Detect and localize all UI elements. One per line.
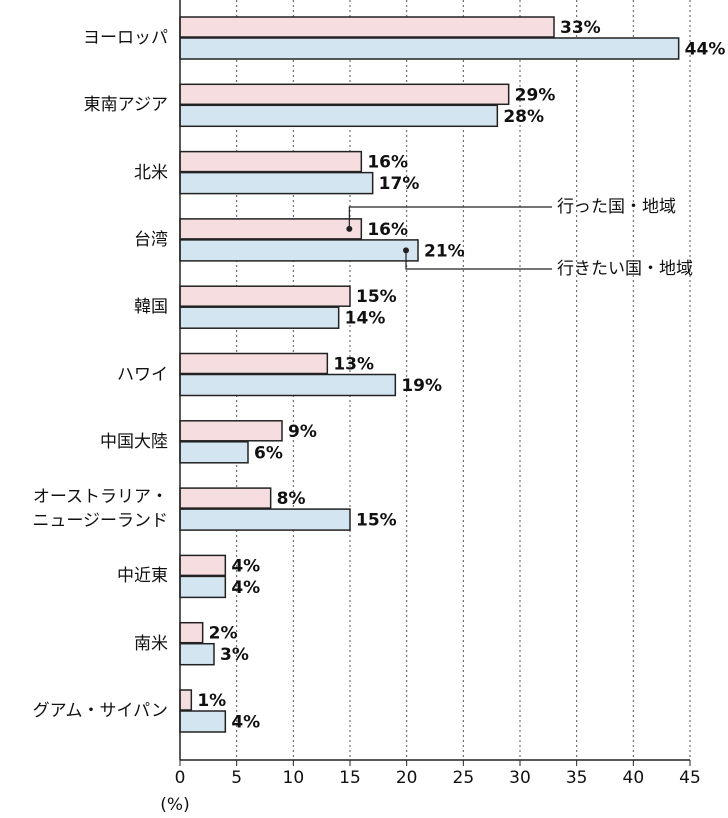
bar — [179, 352, 329, 375]
x-tick-label: 15 — [339, 768, 361, 788]
x-tick-label: 35 — [566, 768, 588, 788]
category-label: 北米 — [134, 162, 168, 183]
value-label: 33% — [560, 18, 601, 38]
x-tick-label: 0 — [175, 768, 186, 788]
bar — [179, 16, 555, 38]
bar — [179, 104, 499, 128]
bar — [179, 441, 249, 464]
legend-label: 行った国・地域 — [557, 197, 676, 217]
x-tick-label: 20 — [396, 768, 418, 788]
value-label: 9% — [288, 422, 317, 442]
value-label: 14% — [345, 309, 386, 329]
x-tick-label: 5 — [231, 768, 242, 788]
value-label: 15% — [356, 287, 397, 307]
x-tick-label: 45 — [679, 768, 701, 788]
bar — [179, 171, 374, 195]
category-label: 台湾 — [134, 229, 168, 250]
legend-label: 行きたい国・地域 — [557, 259, 693, 279]
bar — [179, 642, 215, 666]
value-label: 1% — [197, 691, 226, 711]
x-axis-label: (%) — [160, 795, 189, 815]
value-label: 15% — [356, 511, 397, 531]
category-label: ハワイ — [117, 364, 168, 385]
value-label: 19% — [401, 376, 442, 396]
value-label: 17% — [379, 174, 420, 194]
value-label: 28% — [503, 107, 544, 127]
bar — [179, 150, 363, 173]
bar — [179, 710, 227, 733]
bar — [179, 218, 363, 240]
value-label: 44% — [685, 40, 726, 60]
bar — [179, 239, 419, 262]
value-label: 4% — [231, 556, 260, 576]
bar — [179, 420, 283, 442]
bar — [179, 621, 204, 644]
bar — [179, 37, 680, 60]
callout-line — [405, 250, 552, 270]
value-label: 16% — [367, 220, 408, 240]
value-label: 13% — [333, 355, 374, 375]
category-label: グアム・サイパン — [32, 701, 168, 721]
category-label: 東南アジア — [83, 95, 168, 116]
category-label: 中近東 — [117, 566, 168, 587]
category-label: 韓国 — [134, 297, 168, 318]
value-label: 4% — [231, 713, 260, 733]
bar — [179, 554, 227, 577]
bar — [179, 487, 272, 509]
value-label: 6% — [254, 443, 283, 463]
x-tick-label: 10 — [283, 768, 305, 788]
value-label: 21% — [424, 241, 465, 261]
category-label: オーストラリア・ ニュージーランド — [32, 487, 168, 532]
callout-line — [348, 206, 552, 229]
x-tick-label: 30 — [509, 768, 531, 788]
x-tick-label: 25 — [453, 768, 475, 788]
value-label: 2% — [209, 624, 238, 644]
x-tick-label: 40 — [623, 768, 645, 788]
bar — [179, 575, 227, 599]
value-label: 3% — [220, 645, 249, 665]
bar — [179, 83, 510, 106]
value-label: 8% — [277, 489, 306, 509]
bar — [179, 689, 193, 711]
category-label: 中国大陸 — [100, 431, 168, 452]
value-label: 4% — [231, 578, 260, 598]
category-label: 南米 — [134, 633, 168, 654]
value-label: 16% — [367, 153, 408, 173]
bar — [179, 508, 351, 531]
category-label: ヨーロッパ — [83, 28, 168, 48]
bar — [179, 373, 397, 397]
bar — [179, 306, 340, 329]
bar — [179, 285, 351, 307]
value-label: 29% — [515, 85, 556, 105]
